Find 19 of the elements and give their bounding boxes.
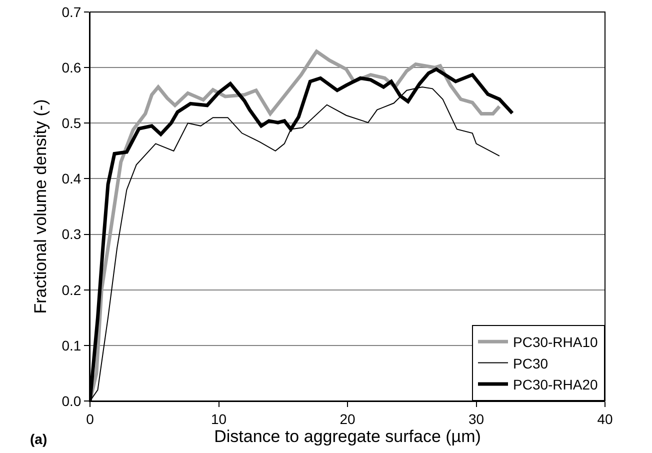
y-tick-label: 0.4 (62, 170, 82, 187)
legend-label: PC30-RHA10 (513, 334, 598, 350)
y-axis-title: Fractional volume density (-) (31, 99, 50, 314)
x-tick-label: 30 (468, 410, 484, 427)
y-tick-label: 0.7 (62, 4, 82, 20)
x-tick-label: 40 (597, 410, 613, 427)
y-tick-label: 0.0 (62, 392, 82, 409)
x-tick-label: 20 (340, 410, 356, 427)
y-tick-label: 0.2 (62, 282, 82, 298)
x-tick-label: 0 (86, 410, 94, 427)
y-tick-label: 0.1 (62, 337, 82, 354)
y-tick-label: 0.3 (62, 226, 82, 242)
text: (a) (30, 431, 48, 447)
x-axis-title: Distance to aggregate surface (µm) (214, 427, 481, 446)
legend-label: PC30-RHA20 (513, 376, 598, 392)
x-tick-label: 10 (210, 410, 227, 427)
legend-label: PC30 (513, 355, 548, 372)
y-tick-label: 0.5 (62, 115, 82, 132)
y-tick-label: 0.6 (62, 59, 82, 76)
